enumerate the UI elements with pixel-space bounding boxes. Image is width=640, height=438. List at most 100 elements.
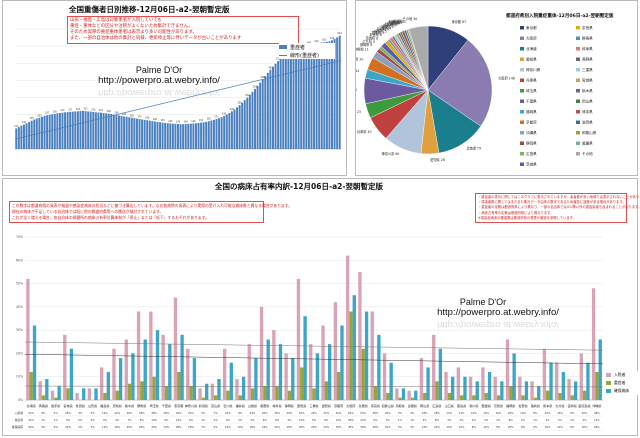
bar (48, 114, 51, 149)
bar-0 (419, 358, 424, 400)
slice-label: 愛媛県 2 (394, 18, 407, 23)
bar-0 (136, 311, 141, 400)
bar (153, 121, 156, 149)
data-label: 406 (261, 76, 266, 79)
bar-2 (537, 386, 541, 400)
data-label: 221 (83, 108, 88, 111)
bar-1 (509, 386, 513, 400)
slice-label: 岡山県 3 (385, 22, 398, 27)
bar (333, 38, 336, 149)
bar (179, 124, 182, 149)
slice-label: 群馬県 3 (372, 30, 385, 35)
table-cell: 2% (521, 418, 526, 422)
bar-1 (447, 393, 451, 400)
daily-severe-title: 全国重傷者日別推移-12月06日-a2-翌朝暫定版 (69, 5, 230, 14)
bar-0 (198, 388, 202, 400)
slice-label: 茨城県 8 (366, 35, 379, 40)
legend-label-beds: 確保病床 (614, 388, 630, 393)
legend-swatch (576, 68, 580, 72)
legend-entry: 滋賀県 (582, 120, 593, 125)
table-cell: 18% (250, 425, 256, 429)
table-cell: 42% (336, 411, 342, 415)
table-cell: 52% (299, 411, 305, 415)
table-cell: 52% (28, 411, 34, 415)
table-cell: 12% (557, 425, 563, 429)
table-cell: 30% (151, 425, 157, 429)
bar-2 (69, 348, 74, 400)
legend-swatch-line (279, 54, 287, 56)
bar-1 (410, 397, 415, 400)
bar-1 (398, 397, 402, 400)
bar-1 (263, 386, 267, 400)
bar (125, 116, 128, 149)
legend-swatch (576, 89, 580, 93)
table-row-label: 確保病床 (12, 425, 23, 429)
data-label: 120 (14, 125, 19, 128)
table-cell: 10% (520, 411, 526, 415)
x-tick-label: 栃木県 (125, 403, 134, 408)
x-tick-label: 岡山県 (420, 403, 429, 408)
bar (61, 112, 64, 149)
bar-2 (303, 316, 307, 400)
bar-1 (582, 390, 587, 400)
table-cell: 1% (410, 418, 415, 422)
data-label: 616 (315, 40, 320, 43)
bar (230, 111, 233, 149)
table-cell: 1% (201, 418, 206, 422)
x-tick-label: 茨城県 (113, 403, 122, 408)
table-cell: 5% (201, 411, 206, 415)
table-cell: 22% (114, 411, 120, 415)
bar (218, 118, 221, 149)
bar (287, 51, 290, 149)
bar (205, 121, 208, 149)
bar-0 (149, 311, 153, 400)
slice-label: 兵庫県 40 (357, 129, 372, 134)
data-label: 182 (130, 114, 135, 117)
legend-entry: その他 (582, 151, 593, 156)
table-cell: 38% (360, 425, 366, 429)
bar-2 (266, 339, 270, 400)
table-cell: 22% (360, 418, 366, 422)
x-tick-label: 東京都 (174, 403, 183, 408)
bar (135, 118, 138, 149)
table-cell: 8% (521, 425, 526, 429)
bar-2 (586, 362, 590, 400)
bar (297, 47, 300, 149)
legend-entry: 岐阜県 (582, 46, 593, 51)
bar (56, 113, 59, 149)
x-tick-label: 大分県 (555, 403, 564, 408)
legend-swatch (520, 162, 524, 166)
slice-label: 長野県 3 (376, 27, 389, 32)
table-cell: 38% (348, 418, 354, 422)
bar-1 (152, 376, 156, 400)
bed-note-right: ・重症者の表示に関してはこのグラフに表示されていますが、患者数が多い地域では表示… (475, 193, 640, 224)
table-cell: 5% (398, 411, 403, 415)
data-label: 206 (107, 110, 112, 113)
bar (295, 47, 298, 149)
bar (128, 117, 131, 149)
bar-0 (75, 393, 79, 400)
legend-entry: 広島県 (526, 151, 537, 156)
bar-2 (573, 381, 578, 400)
data-label: 350 (253, 86, 258, 89)
bar-2 (57, 386, 61, 400)
bar (323, 42, 326, 150)
bar-1 (54, 397, 58, 400)
bar-1 (373, 386, 378, 400)
table-cell: 22% (188, 411, 194, 415)
bar-1 (546, 390, 550, 400)
table-cell: 16% (385, 425, 391, 429)
table-cell: 4% (54, 411, 59, 415)
bed-occupancy-panel: 全国の病床占有率内訳-12月06日-a2-翌朝暫定版 この数字は都道府県の発表や… (2, 178, 640, 436)
bar (138, 119, 141, 149)
table-cell: 5% (91, 411, 96, 415)
slice-label: その他 30 (403, 16, 418, 21)
x-tick-label: 新潟県 (199, 403, 208, 408)
bar-2 (180, 334, 184, 400)
legend-entry: 兵庫県 (526, 78, 537, 83)
table-cell: 22% (65, 425, 71, 429)
bar-1 (459, 395, 464, 400)
legend-swatch (520, 26, 524, 30)
bar-1 (214, 395, 218, 400)
slice-label: 奈良県 6 (369, 32, 382, 37)
